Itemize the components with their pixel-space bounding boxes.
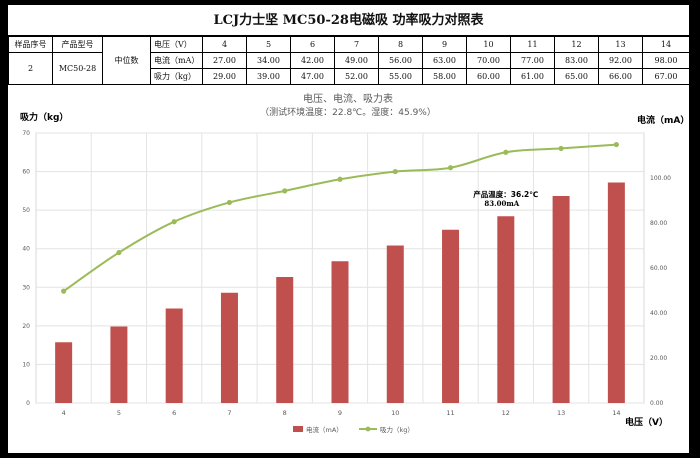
y-left-tick-label: 50 xyxy=(22,207,30,214)
x-tick-label: 11 xyxy=(446,409,454,417)
spec-sheet: LCJ力士坚 MC50-28电磁吸 功率吸力对照表 样品序号 产品型号 中位数 电压（… xyxy=(8,5,690,453)
annotation-current: 83.00mA xyxy=(484,199,519,208)
y-left-tick-label: 70 xyxy=(22,130,30,137)
y-left-tick-label: 10 xyxy=(22,361,30,368)
point-force xyxy=(61,288,67,294)
bar-current xyxy=(165,308,183,403)
y-left-tick-label: 0 xyxy=(26,400,30,407)
legend-swatch-current xyxy=(293,426,303,432)
y-right-tick-label: 20.00 xyxy=(650,355,667,362)
bar-current xyxy=(55,342,73,403)
model-value: MC50-28 xyxy=(52,52,103,85)
y-right-label: 电流（mA） xyxy=(637,114,689,126)
table-row: 样品序号 产品型号 中位数 电压（V） 4 5 6 7 8 9 10 11 12 13 14 xyxy=(8,36,690,85)
x-tick-label: 6 xyxy=(172,409,176,417)
position-cell: 中位数 xyxy=(102,36,151,85)
chart-subtitle: （测试环境温度：22.8℃。湿度：45.9%） xyxy=(260,106,436,118)
x-tick-label: 7 xyxy=(227,409,231,417)
table-row: 吸力（kg） 29.00 39.00 47.00 52.00 55.00 58.00 60.0… xyxy=(9,68,690,85)
y-right-tick-label: 0.00 xyxy=(650,400,664,407)
bar-current xyxy=(331,261,349,403)
sheet-title: LCJ力士坚 MC50-28电磁吸 功率吸力对照表 xyxy=(8,5,689,36)
y-right-tick-label: 100.00 xyxy=(650,175,671,182)
x-tick-label: 8 xyxy=(283,409,287,417)
y-right-tick-label: 40.00 xyxy=(650,310,667,317)
point-force xyxy=(226,199,233,206)
x-tick-label: 14 xyxy=(612,409,620,417)
y-left-tick-label: 40 xyxy=(22,246,30,253)
bar-current xyxy=(386,245,404,403)
point-force xyxy=(613,141,619,148)
point-force xyxy=(282,188,288,194)
y-left-tick-label: 30 xyxy=(22,284,30,291)
spec-table: 样品序号 产品型号 中位数 电压（V） 4 5 6 7 8 9 10 11 12 13 14 2 MC50-28… xyxy=(8,36,690,85)
bar-current xyxy=(220,292,238,403)
point-force xyxy=(116,249,122,256)
table-cell: 67.00 xyxy=(642,68,690,85)
table-cell: 66.00 xyxy=(598,68,643,85)
table-cell: 39.00 xyxy=(246,68,291,85)
x-tick-label: 13 xyxy=(557,409,565,417)
point-force xyxy=(447,165,454,171)
legend-label-force: 吸力（kg） xyxy=(380,425,414,434)
point-force xyxy=(558,145,564,152)
x-tick-label: 12 xyxy=(502,409,510,417)
point-force xyxy=(392,168,398,175)
chart: 0 10 20 30 40 50 60 70 0.00 20.00 40.00 60.00 80.00 1… xyxy=(20,92,689,434)
chart-title: 电压、电流、吸力表 xyxy=(303,92,393,105)
annotation-temperature: 产品温度：36.2℃ xyxy=(473,189,538,199)
bar-current xyxy=(276,277,294,403)
y-left-label: 吸力（kg） xyxy=(20,111,68,123)
legend-label-current: 电流（mA） xyxy=(306,425,343,434)
x-tick-label: 5 xyxy=(117,409,121,417)
bar-current xyxy=(110,326,128,403)
bar-current xyxy=(442,229,460,403)
y-left-tick-label: 60 xyxy=(22,169,30,176)
table-cell: 52.00 xyxy=(334,68,379,85)
point-force xyxy=(171,219,177,225)
x-tick-label: 9 xyxy=(338,409,342,417)
y-right-tick-label: 80.00 xyxy=(650,220,667,227)
point-force xyxy=(503,149,509,155)
x-tick-label: 4 xyxy=(62,409,66,417)
bar-current xyxy=(552,196,570,403)
point-force xyxy=(337,176,343,182)
x-axis-label: 电压（V） xyxy=(625,416,668,428)
y-left-tick-label: 20 xyxy=(22,323,30,330)
x-tick-label: 10 xyxy=(391,409,399,417)
y-right-tick-label: 60.00 xyxy=(650,265,667,272)
legend-marker-force xyxy=(365,426,371,432)
bar-current xyxy=(497,216,515,403)
bar-current xyxy=(607,182,625,403)
